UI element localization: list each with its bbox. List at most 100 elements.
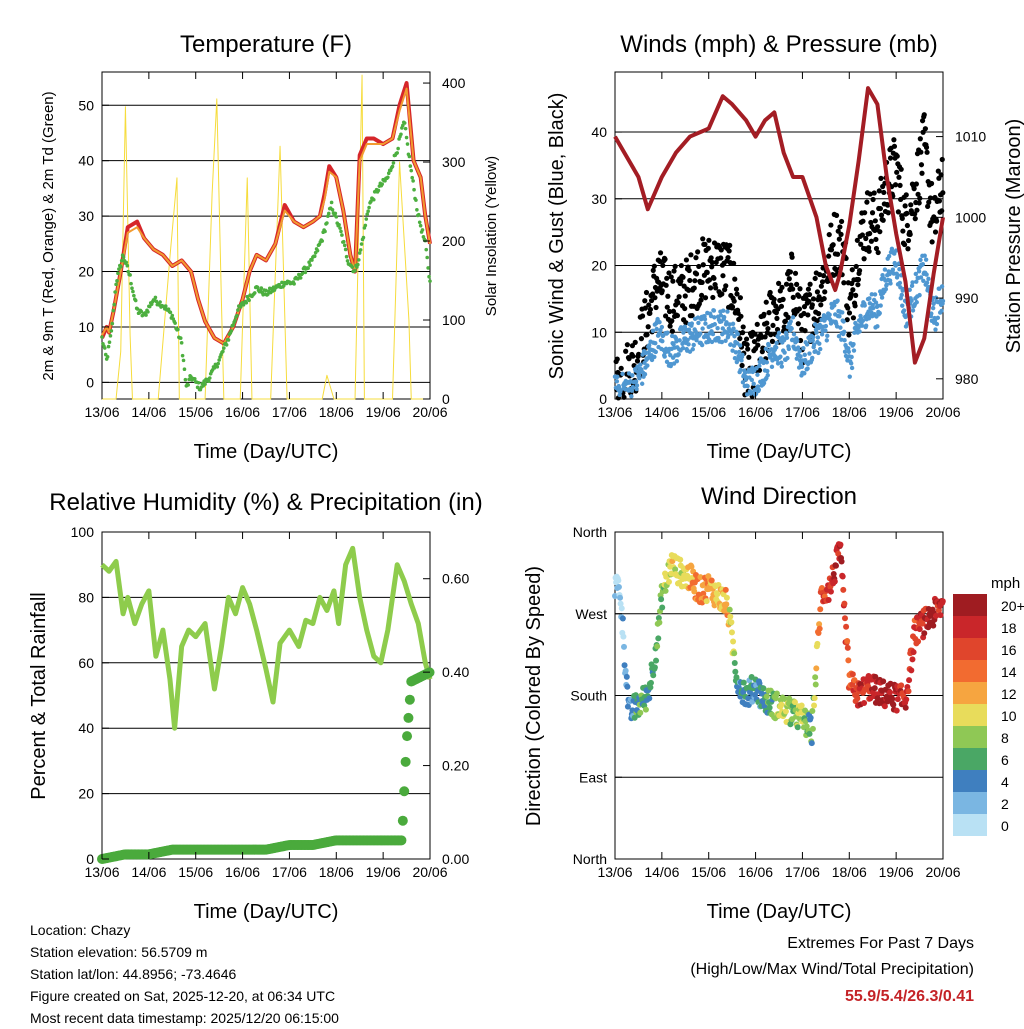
dewpoint-point (341, 239, 346, 244)
temperature-ylabel: 2m & 9m T (Red, Orange) & 2m Td (Green) (40, 91, 57, 380)
x-tick-label: 16/06 (738, 404, 773, 420)
dewpoint-point (129, 281, 133, 286)
x-tick-label: 17/06 (785, 404, 820, 420)
colorbar-title: mph (991, 575, 1020, 592)
pressure-line (613, 86, 945, 365)
dewpoint-point (124, 260, 129, 265)
precip-point (397, 815, 408, 826)
x-tick-label: 16/06 (738, 864, 773, 880)
direction-point (845, 657, 852, 664)
gust-point (870, 196, 876, 203)
gust-point (922, 126, 928, 132)
dewpoint-point (238, 305, 243, 309)
gust-point (863, 235, 869, 242)
gust-point (795, 321, 801, 327)
gust-point (723, 283, 729, 289)
wind-point (918, 275, 924, 280)
direction-point (903, 696, 910, 703)
temperature-panel: Temperature (F) 13/06 14/06 15/06 16/06 17/0… (40, 31, 500, 463)
wind-point (779, 360, 784, 365)
gust-point (792, 270, 799, 276)
gust-point (806, 291, 813, 298)
wind-point (620, 371, 625, 377)
direction-point (688, 563, 695, 570)
extremes-title: Extremes For Past 7 Days (787, 935, 974, 952)
y2-tick-label: 0.40 (442, 664, 469, 680)
winds-xlabel: Time (Day/UTC) (707, 441, 852, 463)
gust-point (855, 276, 862, 283)
gust-point (828, 222, 834, 228)
wind-point (860, 318, 866, 323)
gust-point (738, 313, 744, 319)
direction-point (838, 558, 845, 565)
wind-point (810, 338, 815, 343)
dewpoint-point (424, 247, 429, 252)
x-tick-label: 19/06 (879, 404, 914, 420)
wind-point (842, 349, 848, 354)
wind-point (727, 322, 732, 327)
gust-point (698, 297, 704, 303)
wind-point (899, 292, 904, 298)
direction-point (623, 673, 630, 680)
wind-point (712, 322, 718, 327)
direction-point (714, 591, 721, 598)
dewpoint-point (229, 329, 234, 333)
wind-point (739, 358, 744, 363)
temperature-xlabel: Time (Day/UTC) (194, 441, 339, 463)
direction-point (659, 604, 666, 611)
gust-point (763, 299, 769, 305)
gust-point (856, 267, 863, 274)
gust-point (696, 263, 702, 270)
wind-point (662, 350, 668, 355)
gust-point (729, 304, 736, 310)
precip-point (403, 712, 414, 723)
dewpoint-point (401, 123, 405, 128)
wind-point (933, 295, 939, 300)
direction-point (861, 700, 868, 707)
y-tick-label: 50 (78, 97, 94, 113)
direction-point (794, 724, 801, 731)
wind-point (815, 335, 821, 340)
wind-point (837, 314, 842, 319)
gust-point (896, 174, 902, 180)
gust-point (660, 262, 666, 269)
dewpoint-point (125, 263, 130, 268)
wind-point (878, 303, 883, 308)
wind-point (807, 351, 812, 356)
gust-point (737, 335, 743, 342)
dewpoint-point (126, 269, 131, 274)
dewpoint-point (252, 291, 257, 295)
wind-point (639, 381, 645, 386)
gust-point (939, 208, 945, 214)
wind-point (814, 330, 819, 335)
wind-point (801, 346, 806, 351)
gust-point (727, 242, 733, 248)
gust-point (669, 318, 675, 324)
direction-point (835, 550, 842, 557)
dewpoint-point (100, 335, 104, 339)
wind-point (907, 287, 912, 293)
wind-point (839, 337, 844, 342)
dewpoint-point (221, 349, 225, 354)
gust-point (683, 257, 690, 263)
gust-point (835, 251, 841, 257)
gust-point (706, 237, 712, 243)
wind-point (699, 342, 705, 348)
wind-point (736, 349, 742, 355)
gust-point (662, 256, 668, 262)
direction-point (825, 597, 832, 604)
x-tick-label: 19/06 (366, 404, 401, 420)
dewpoint-point (111, 308, 116, 313)
colorbar-swatch (953, 682, 987, 704)
gust-point (667, 323, 673, 329)
direction-point (763, 693, 770, 700)
direction-title: Wind Direction (701, 483, 857, 510)
dewpoint-point (176, 327, 180, 332)
dewpoint-point (323, 229, 327, 234)
gust-point (844, 317, 850, 323)
gust-point (785, 314, 791, 320)
dewpoint-point (426, 266, 430, 270)
wind-point (786, 346, 792, 352)
wind-point (835, 298, 840, 303)
gust-point (634, 358, 641, 364)
